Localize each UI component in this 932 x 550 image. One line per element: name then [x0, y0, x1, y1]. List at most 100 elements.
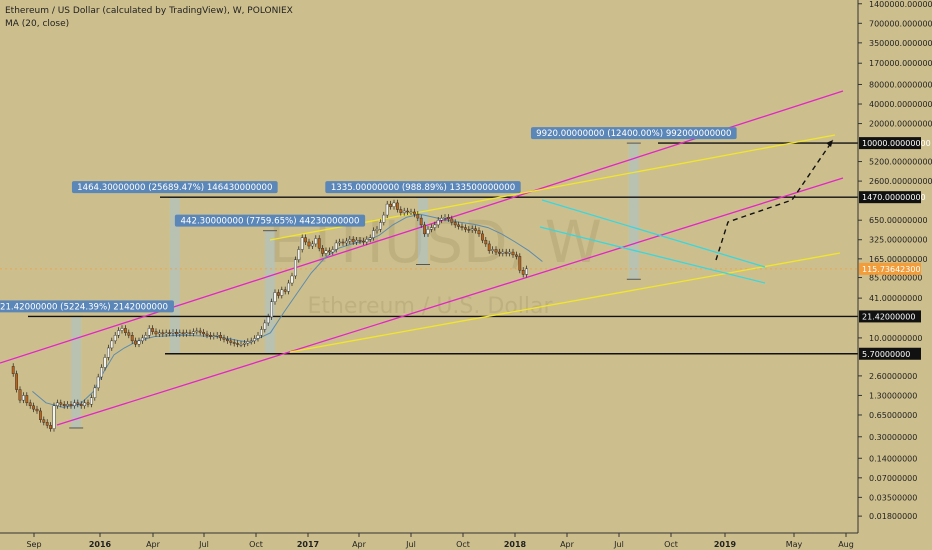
x-tick-label: Apr	[352, 540, 367, 549]
candle-body	[443, 217, 447, 219]
candle-body	[508, 251, 511, 254]
trend-line	[541, 199, 766, 268]
measure-label-box	[0, 300, 174, 313]
candle-body	[25, 395, 29, 404]
candle-body	[450, 218, 454, 223]
candle-body	[406, 210, 409, 213]
price-tag-box	[859, 310, 921, 323]
candle-body	[140, 337, 144, 342]
candle-body	[324, 250, 328, 254]
candle-body	[266, 316, 270, 324]
x-tick-label: 2017	[297, 540, 319, 549]
candle-body	[362, 240, 365, 243]
y-tick-label: 85.00000000	[869, 274, 922, 283]
candle-body	[198, 330, 202, 333]
candle-body	[470, 228, 474, 231]
candle-body	[191, 331, 195, 334]
candle-body	[402, 210, 406, 213]
candle-body	[300, 237, 304, 250]
candle-body	[205, 333, 209, 336]
measure-label-box	[530, 127, 737, 140]
y-tick-label: 165.00000000	[869, 255, 928, 264]
candle-body	[239, 343, 243, 346]
candle-body	[413, 211, 416, 215]
watermark: ETHUSD, W Ethereum / U.S. Dollar	[268, 208, 602, 319]
candle-body	[123, 328, 127, 333]
x-tick-label: Jul	[613, 540, 624, 549]
candle-body	[106, 347, 110, 358]
candle-body	[246, 341, 250, 344]
candle-body	[481, 233, 484, 241]
candle-body	[399, 209, 403, 213]
candle-body	[317, 238, 321, 249]
candles	[11, 199, 529, 432]
y-tick-label: 0.30000000	[869, 433, 917, 442]
y-tick-label: 700000.00000000	[869, 19, 932, 28]
y-tick-label: 650.00000000	[869, 216, 928, 225]
candle-body	[491, 249, 494, 251]
y-tick-label: 0.07000000	[869, 474, 917, 483]
y-tick-label: 20000.00000000	[869, 120, 932, 129]
candle-body	[328, 250, 331, 253]
candle-body	[174, 332, 178, 335]
candle-body	[515, 254, 518, 257]
candle-body	[83, 402, 87, 407]
candle-body	[433, 224, 437, 228]
candle-body	[311, 243, 314, 247]
candle-body	[100, 367, 104, 378]
candle-body	[236, 343, 239, 345]
candle-body	[460, 226, 464, 228]
candle-body	[86, 402, 90, 405]
x-tick-label: 2018	[504, 540, 527, 549]
candle-body	[117, 330, 121, 336]
candle-body	[283, 289, 287, 292]
chart-title: Ethereum / US Dollar (calculated by Trad…	[5, 6, 293, 16]
candle-body	[171, 332, 175, 334]
candle-body	[188, 332, 192, 334]
candle-body	[494, 249, 498, 253]
candle-body	[338, 241, 341, 244]
measure-box	[71, 316, 82, 428]
candle-body	[69, 404, 73, 407]
candle-body	[18, 389, 22, 401]
price-tag-box	[859, 191, 921, 204]
candle-body	[62, 404, 66, 407]
candle-body	[511, 251, 515, 256]
x-tick-label: 2016	[89, 540, 112, 549]
candle-body	[72, 402, 76, 407]
x-tick-label: Apr	[560, 540, 575, 549]
candle-body	[375, 229, 379, 231]
candle-body	[219, 335, 222, 339]
candle-body	[392, 202, 396, 207]
candle-body	[93, 387, 97, 398]
candle-body	[467, 229, 471, 231]
candle-body	[270, 301, 273, 318]
price-tag-box	[859, 137, 921, 150]
candle-body	[215, 335, 219, 337]
candle-body	[79, 404, 83, 407]
candle-body	[273, 292, 277, 302]
x-tick-label: Apr	[146, 540, 161, 549]
candle-body	[504, 251, 508, 254]
candle-body	[120, 328, 124, 331]
y-tick-label: 0.14000000	[869, 454, 917, 463]
candle-body	[49, 425, 53, 429]
y-tick-label: 2.60000000	[869, 372, 917, 381]
y-tick-label: 1400000.00000000	[869, 0, 932, 9]
candle-body	[321, 248, 324, 254]
candle-body	[96, 376, 100, 389]
candle-body	[59, 402, 63, 405]
candle-body	[222, 337, 226, 340]
price-tag: 10000.00000000	[862, 139, 931, 148]
y-tick-label: 10.00000000	[869, 334, 922, 343]
candle-body	[396, 202, 399, 210]
y-tick-label: 80000.00000000	[869, 80, 932, 89]
candle-body	[365, 239, 369, 243]
candle-body	[487, 243, 491, 251]
candle-body	[518, 256, 522, 271]
candle-body	[76, 402, 80, 405]
measure-label: 21.42000000 (5224.39%) 2142000000	[0, 302, 168, 312]
